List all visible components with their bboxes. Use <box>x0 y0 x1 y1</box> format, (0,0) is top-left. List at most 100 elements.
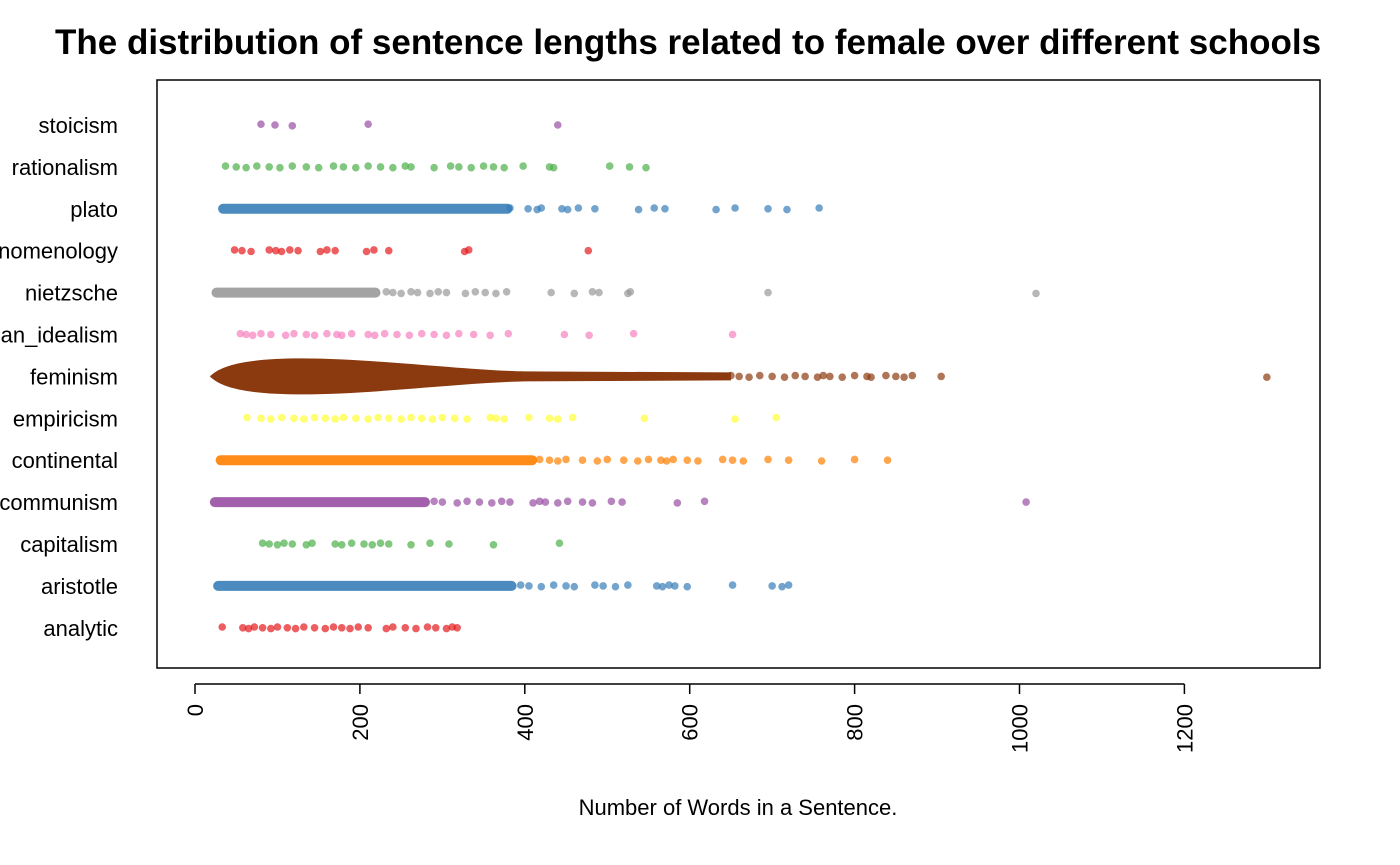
point-nietzsche <box>570 289 579 298</box>
point-german-idealism <box>629 329 638 338</box>
point-communism <box>488 499 496 507</box>
point-plato <box>524 205 532 213</box>
point-continental <box>619 456 628 465</box>
point-capitalism <box>368 541 377 549</box>
point-analytic <box>291 624 300 633</box>
point-continental <box>764 455 772 464</box>
point-german-idealism <box>728 330 737 339</box>
point-german-idealism <box>364 330 372 339</box>
point-communism <box>535 497 544 506</box>
point-continental <box>850 455 859 464</box>
point-aristotle <box>525 582 533 590</box>
point-german-idealism <box>248 331 257 340</box>
dense-band-plato <box>218 203 513 214</box>
plot-frame <box>156 79 1321 669</box>
point-feminism <box>937 372 945 381</box>
dense-bands <box>209 203 731 591</box>
point-german-idealism <box>257 329 265 338</box>
point-analytic <box>250 623 259 631</box>
point-rationalism <box>221 162 230 170</box>
point-analytic <box>218 623 227 631</box>
point-rationalism <box>288 162 297 170</box>
point-phenomenology <box>247 247 255 256</box>
point-empiricism <box>364 415 372 423</box>
point-nietzsche <box>461 289 470 298</box>
x-tick-label: 400 <box>513 704 538 741</box>
point-communism <box>506 498 514 506</box>
point-empiricism <box>267 415 275 423</box>
point-feminism <box>892 372 900 381</box>
point-communism <box>618 498 626 506</box>
point-rationalism <box>242 163 250 172</box>
point-continental <box>683 456 692 465</box>
point-feminism <box>826 372 834 381</box>
point-nietzsche <box>588 288 597 296</box>
point-phenomenology <box>294 246 302 255</box>
point-german-idealism <box>323 329 331 338</box>
point-nietzsche <box>397 289 405 298</box>
point-continental <box>578 456 587 465</box>
point-empiricism <box>568 413 577 422</box>
point-continental <box>817 457 826 465</box>
point-communism <box>607 497 616 506</box>
point-communism <box>673 499 682 507</box>
point-plato <box>591 205 599 213</box>
point-continental <box>728 456 737 465</box>
point-rationalism <box>489 163 498 171</box>
point-continental <box>657 456 665 465</box>
point-phenomenology <box>362 247 371 256</box>
point-continental <box>535 455 544 464</box>
point-analytic <box>354 623 363 631</box>
point-plato <box>650 204 659 212</box>
category-label-stoicism: stoicism <box>39 113 118 138</box>
point-phenomenology <box>286 246 294 254</box>
point-analytic <box>273 623 282 631</box>
point-feminism <box>908 371 917 380</box>
point-nietzsche <box>471 288 480 296</box>
point-feminism <box>882 371 890 380</box>
point-rationalism <box>519 162 527 170</box>
point-empiricism <box>397 415 405 423</box>
dense-band-aristotle <box>213 580 517 591</box>
point-analytic <box>329 623 338 631</box>
dense-band-continental <box>215 455 538 466</box>
point-rationalism <box>253 162 261 170</box>
point-feminism <box>838 373 847 382</box>
point-analytic <box>267 624 275 633</box>
point-rationalism <box>376 163 385 171</box>
point-plato <box>815 204 823 212</box>
point-analytic <box>283 624 292 632</box>
point-phenomenology <box>277 247 286 256</box>
point-feminism <box>867 373 875 382</box>
point-nietzsche <box>481 288 490 297</box>
point-capitalism <box>337 541 346 549</box>
point-capitalism <box>555 539 564 547</box>
point-empiricism <box>640 414 649 423</box>
point-nietzsche <box>442 288 451 297</box>
point-rationalism <box>407 163 415 171</box>
category-label-phenomenology: phenomenology <box>0 239 118 264</box>
point-continental <box>545 456 554 465</box>
point-stoicism <box>288 122 297 130</box>
point-german-idealism <box>302 330 311 339</box>
point-rationalism <box>479 162 488 170</box>
point-rationalism <box>430 163 438 172</box>
point-rationalism <box>276 163 284 172</box>
point-aristotle <box>658 582 667 591</box>
point-empiricism <box>500 415 508 423</box>
point-empiricism <box>417 414 426 423</box>
point-aristotle <box>652 582 661 590</box>
point-german-idealism <box>393 330 401 339</box>
point-empiricism <box>731 415 739 423</box>
point-nietzsche <box>434 288 443 296</box>
point-continental <box>603 455 612 464</box>
point-nietzsche <box>1032 289 1040 298</box>
point-rationalism <box>232 163 241 171</box>
point-continental <box>562 455 570 464</box>
point-aristotle <box>624 581 632 589</box>
x-tick-label: 600 <box>678 704 703 741</box>
point-nietzsche <box>426 289 434 298</box>
category-label-capitalism: capitalism <box>20 532 118 557</box>
point-analytic <box>244 624 253 633</box>
category-label-feminism: feminism <box>30 364 118 389</box>
